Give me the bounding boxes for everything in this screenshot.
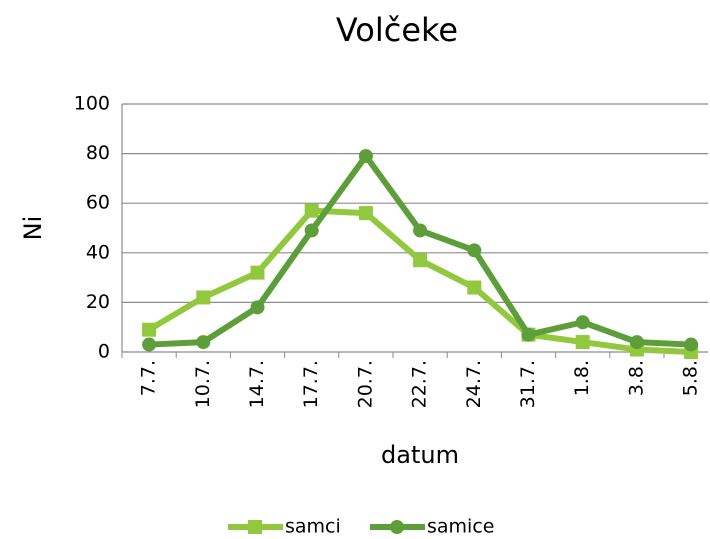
y-tick-label: 20	[86, 291, 110, 313]
x-tick-label: 17.7.	[300, 360, 322, 408]
data-point	[467, 280, 482, 295]
series-line	[148, 153, 692, 348]
data-point	[467, 243, 482, 258]
data-point	[304, 223, 319, 238]
y-tick-label: 40	[86, 241, 110, 263]
y-tick-label: 100	[74, 93, 110, 115]
x-tick-label: 3.8.	[625, 360, 647, 396]
data-point	[250, 300, 265, 315]
x-axis-title: datum	[381, 441, 459, 469]
data-point	[358, 149, 373, 164]
x-tick-label: 24.7.	[463, 360, 485, 408]
data-point	[575, 335, 590, 350]
data-point	[250, 265, 265, 280]
data-point	[521, 327, 536, 342]
data-point	[358, 206, 373, 221]
y-tick-label: 80	[86, 142, 110, 164]
data-point	[684, 337, 699, 352]
data-point	[142, 322, 157, 337]
data-point	[304, 203, 319, 218]
x-tick-label: 14.7.	[246, 360, 268, 408]
data-point	[196, 290, 211, 305]
y-tick-label: 0	[98, 341, 110, 363]
legend-marker	[390, 520, 404, 534]
data-point	[575, 315, 590, 330]
x-tick-label: 1.8.	[571, 360, 593, 396]
legend-label: samice	[427, 516, 494, 538]
y-axis-title: Ni	[19, 216, 47, 241]
x-tick-label: 22.7.	[409, 360, 431, 408]
legend-label: samci	[285, 516, 341, 538]
data-point	[629, 335, 644, 350]
y-tick-label: 60	[86, 192, 110, 214]
x-tick-label: 10.7.	[192, 360, 214, 408]
x-tick-label: 5.8.	[680, 360, 702, 396]
chart-title: Volčeke	[336, 11, 458, 49]
x-tick-label: 7.7.	[138, 360, 160, 396]
data-point	[413, 223, 428, 238]
data-point	[142, 337, 157, 352]
x-tick-label: 31.7.	[517, 360, 539, 408]
data-point	[413, 253, 428, 268]
data-point	[196, 335, 211, 350]
legend-marker	[248, 520, 262, 534]
x-tick-label: 20.7.	[354, 360, 376, 408]
